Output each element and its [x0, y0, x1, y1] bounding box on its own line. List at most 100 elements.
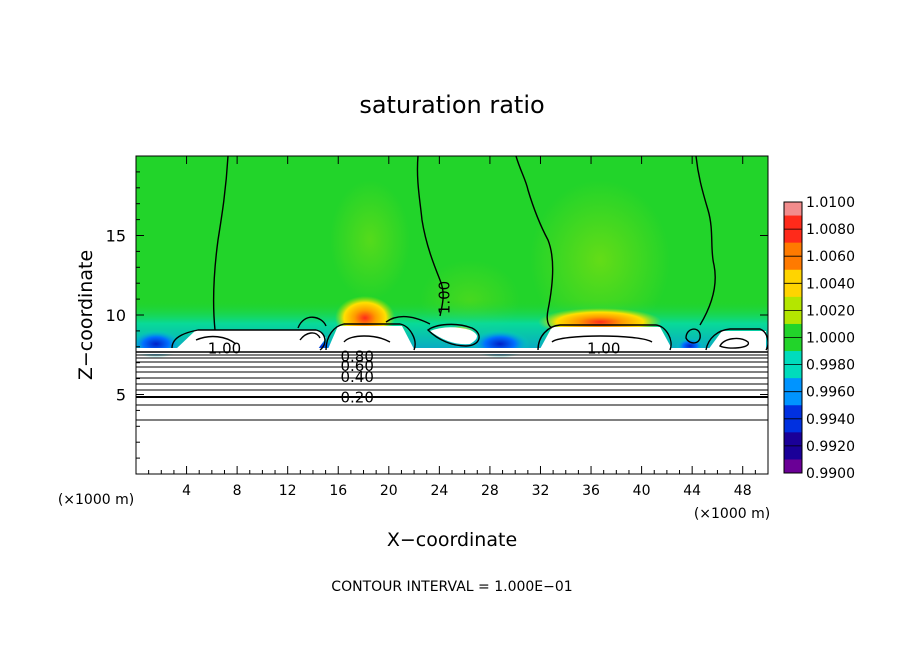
- colorbar-tick-label: 1.0020: [806, 303, 855, 319]
- x-axis-label: X−coordinate: [387, 529, 517, 551]
- x-tick-label: 40: [633, 483, 651, 499]
- contour-line: [136, 377, 768, 379]
- y-tick-label: 5: [116, 386, 126, 405]
- colorbar-swatch: [784, 351, 802, 366]
- contour-line: [325, 323, 416, 351]
- contour-line: [136, 404, 768, 406]
- colorbar-swatch: [784, 418, 802, 433]
- colorbar-tick-label: 0.9940: [806, 412, 855, 428]
- contour-line: [297, 316, 327, 329]
- contour-label: 0.80: [340, 347, 373, 365]
- x-tick-label: 4: [182, 483, 191, 499]
- contour-line: [212, 156, 229, 331]
- contour-interval-footer: CONTOUR INTERVAL = 1.000E−01: [331, 579, 572, 595]
- colorbar-swatch: [784, 459, 802, 474]
- contour-line: [171, 329, 326, 351]
- x-tick-label: 16: [329, 483, 347, 499]
- contour-1-00: [171, 156, 768, 351]
- field-patch: [330, 180, 410, 300]
- inversion-strip: [136, 348, 768, 354]
- contour-label: 0.60: [340, 357, 373, 375]
- colorbar: 1.0100 1.0080 1.0060 1.0040 1.0020 1.0000 0.99…: [783, 195, 855, 482]
- colorbar-swatch: [784, 323, 802, 338]
- colorbar-swatch: [784, 296, 802, 311]
- contour-line: [426, 323, 480, 347]
- stratified-contours: [136, 351, 768, 421]
- x-unit-label-right: (×1000 m): [694, 506, 770, 522]
- contour-line: [136, 357, 768, 359]
- colorbar-swatch: [784, 229, 802, 244]
- colorbar-tick-label: 0.9900: [806, 466, 855, 482]
- x-tick-label: 8: [233, 483, 242, 499]
- contour-line: [551, 335, 653, 343]
- contour-label: 1.00: [435, 281, 453, 314]
- contour-line: [136, 389, 768, 391]
- contour-labels: 1.00 1.00 1.00 0.800.600.40 0.20: [208, 281, 621, 407]
- colorbar-swatch: [784, 405, 802, 420]
- x-tick-label: 12: [279, 483, 297, 499]
- contour-line: [136, 361, 768, 363]
- contour-label: 1.00: [587, 339, 620, 357]
- colorbar-swatch: [784, 202, 802, 217]
- colorbar-tick-label: 1.0040: [806, 276, 855, 292]
- y-axis-label: Z−coordinate: [75, 250, 97, 380]
- chart-title: saturation ratio: [359, 91, 544, 119]
- cloud-block: [708, 331, 766, 350]
- x-tick-label: 24: [430, 483, 448, 499]
- contour-line: [685, 328, 701, 344]
- y-tick-label: 15: [106, 227, 126, 246]
- colorbar-swatch: [784, 364, 802, 379]
- x-tick-label: 32: [532, 483, 550, 499]
- colorbar-swatch: [784, 269, 802, 284]
- colorbar-tick-label: 1.0080: [806, 222, 855, 238]
- contour-line: [136, 371, 768, 373]
- x-tick-label: 48: [734, 483, 752, 499]
- y-tick-label: 10: [106, 306, 126, 325]
- colorbar-tick-label: 0.9920: [806, 439, 855, 455]
- contour-line: [195, 335, 237, 345]
- contour-line: [537, 324, 672, 351]
- colorbar-tick-label: 1.0000: [806, 331, 855, 347]
- colorbar-tick-label: 0.9980: [806, 358, 855, 374]
- x-unit-label-left: (×1000 m): [58, 492, 134, 508]
- contour-line: [695, 156, 716, 326]
- cloud-block: [430, 327, 477, 345]
- contour-line: [136, 395, 768, 399]
- y-axis-ticks: 5 10 15: [106, 171, 768, 459]
- x-tick-label: 44: [683, 483, 701, 499]
- x-tick-label: 20: [380, 483, 398, 499]
- contour-line: [416, 156, 444, 317]
- x-tick-label: 36: [582, 483, 600, 499]
- colorbar-swatch: [784, 310, 802, 325]
- contour-line: [719, 337, 749, 349]
- contour-line: [136, 419, 768, 421]
- contour-line: [343, 335, 391, 343]
- colorbar-swatch: [784, 432, 802, 447]
- colorbar-tick-label: 1.0100: [806, 195, 855, 211]
- contour-label: 0.20: [340, 389, 373, 407]
- contour-line: [385, 315, 431, 325]
- colorbar-swatch: [784, 391, 802, 406]
- contour-line: [136, 366, 768, 368]
- cloud-block: [328, 326, 414, 349]
- colorbar-tick-label: 1.0060: [806, 249, 855, 265]
- colorbar-swatch: [784, 242, 802, 257]
- colorbar-swatch: [784, 283, 802, 298]
- colorbar-swatch: [784, 378, 802, 393]
- cloud-block: [176, 330, 326, 349]
- contour-line: [299, 332, 321, 341]
- plot-area: [136, 156, 768, 474]
- contour-label: 1.00: [208, 339, 241, 357]
- colorbar-tick-label: 0.9960: [806, 385, 855, 401]
- colorbar-swatch: [784, 337, 802, 352]
- colorbar-swatch: [784, 256, 802, 271]
- contour-line: [136, 383, 768, 385]
- contour-line: [515, 156, 554, 329]
- x-axis-ticks: 4 8 12 16 20 24 28 32 36 40 44 48: [148, 156, 756, 499]
- contour-label: 0.40: [340, 368, 373, 386]
- colorbar-swatch: [784, 445, 802, 460]
- x-tick-label: 28: [481, 483, 499, 499]
- cloud-block: [540, 327, 672, 349]
- colorbar-swatch: [784, 215, 802, 230]
